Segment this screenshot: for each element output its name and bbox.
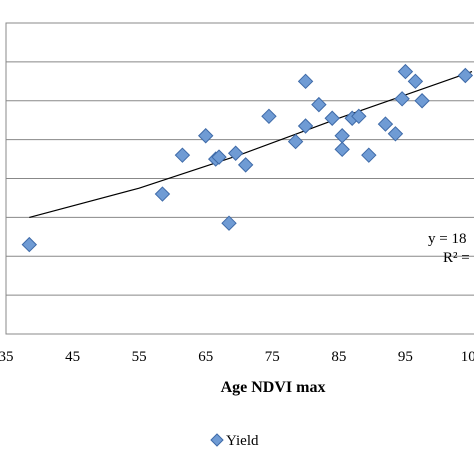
data-point-21 (387, 126, 404, 142)
x-axis-title: Age NDVI max (221, 379, 326, 396)
r-squared-label: R² = (443, 250, 470, 266)
data-point-2 (174, 147, 191, 163)
data-point-13 (311, 96, 327, 113)
data-point-15 (334, 128, 350, 144)
x-tick-labels: 35 45 55 65 75 85 95 105 (0, 349, 474, 365)
data-point-10 (287, 133, 304, 150)
plot-area-border (5, 22, 474, 335)
data-point-23 (397, 63, 414, 80)
x-tick-label-75: 75 (265, 349, 280, 365)
x-tick-label-55: 55 (132, 349, 147, 365)
data-point-5 (211, 149, 227, 165)
data-point-18 (351, 108, 367, 125)
data-point-24 (407, 73, 424, 90)
data-point-7 (227, 145, 244, 161)
data-point-14 (324, 110, 340, 126)
data-point-6 (221, 215, 237, 231)
data-point-11 (297, 118, 314, 134)
x-tick-label-85: 85 (331, 349, 346, 365)
legend: Yield (210, 433, 259, 449)
data-point-9 (261, 108, 277, 125)
legend-marker-diamond (210, 433, 224, 447)
x-tick-label-35: 35 (0, 349, 14, 365)
data-point-16 (334, 141, 350, 158)
x-tick-label-95: 95 (398, 349, 413, 365)
data-point-8 (237, 157, 254, 173)
data-point-22 (394, 91, 410, 107)
data-points (21, 63, 474, 253)
data-point-19 (361, 147, 377, 163)
x-tick-label-45: 45 (65, 349, 80, 365)
data-point-3 (198, 128, 214, 144)
equation-label: y = 18 (428, 231, 466, 247)
data-point-25 (414, 93, 430, 109)
x-tick-label-65: 65 (198, 349, 213, 365)
data-point-0 (21, 236, 38, 253)
data-point-12 (297, 73, 314, 90)
data-point-1 (154, 186, 171, 202)
trendline (29, 71, 473, 218)
data-point-20 (377, 116, 394, 132)
data-point-26 (457, 67, 474, 84)
x-tick-label-105: 105 (461, 349, 474, 365)
legend-entry-yield: Yield (226, 433, 259, 449)
